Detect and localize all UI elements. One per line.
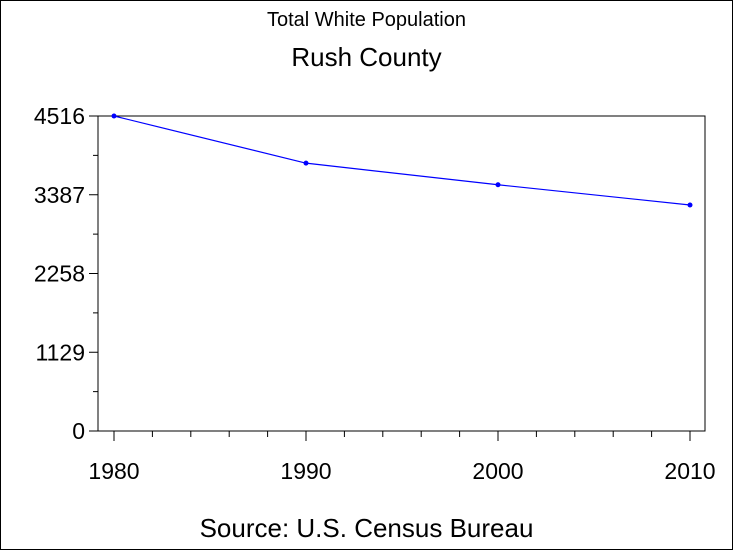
y-tick-label: 2258	[34, 261, 85, 287]
plot-area	[97, 115, 706, 432]
data-point	[687, 202, 693, 208]
source-note: Source: U.S. Census Bureau	[199, 513, 534, 543]
x-tick-label: 2000	[472, 458, 523, 484]
x-tick-label: 2010	[664, 458, 715, 484]
data-point	[111, 113, 117, 119]
series-line	[113, 115, 691, 206]
data-point	[495, 182, 501, 188]
x-tick-label: 1990	[280, 458, 331, 484]
y-tick-label: 4516	[34, 103, 85, 129]
x-tick-label: 1980	[88, 458, 139, 484]
chart-title: Rush County	[291, 42, 442, 72]
y-tick-label: 0	[72, 418, 85, 444]
y-axis: 0 1129 2258 3387 4516	[34, 103, 98, 444]
chart-subtitle: Total White Population	[266, 9, 466, 31]
data-point	[303, 160, 309, 166]
series-layer	[111, 113, 693, 208]
x-axis: 1980 1990 2000 2010	[88, 431, 716, 484]
y-tick-label: 3387	[34, 182, 85, 208]
y-tick-label: 1129	[36, 339, 85, 365]
